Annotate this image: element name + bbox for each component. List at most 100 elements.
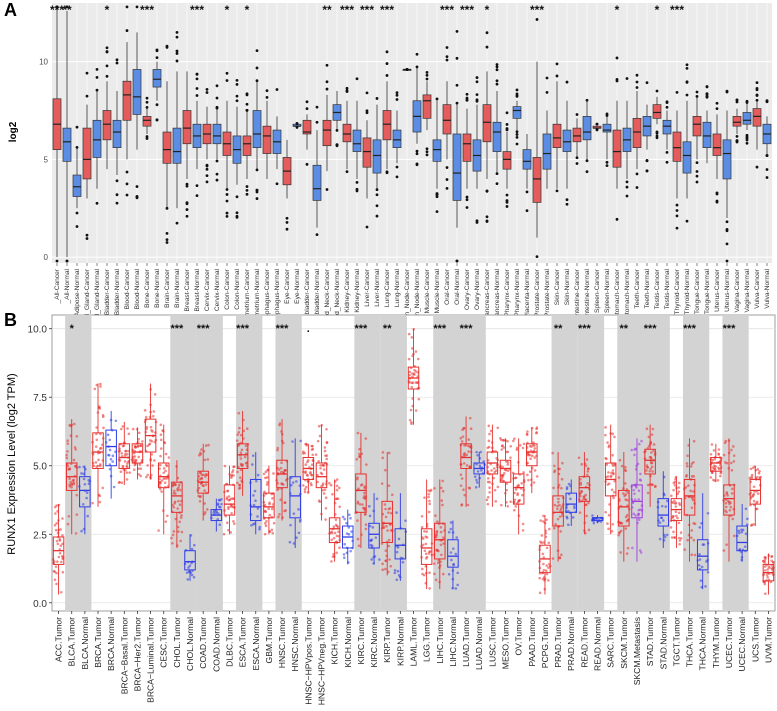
point-b bbox=[159, 454, 162, 458]
point-b bbox=[385, 524, 388, 528]
xtick-label-a: Prostate-Cancer bbox=[534, 268, 541, 317]
point-b bbox=[278, 422, 282, 425]
box-a bbox=[502, 151, 512, 170]
point-b bbox=[319, 466, 322, 470]
point-b bbox=[645, 427, 649, 431]
significance-a: * bbox=[225, 3, 230, 17]
point-b bbox=[436, 549, 439, 552]
outlier-a bbox=[275, 182, 279, 186]
point-b bbox=[108, 448, 112, 452]
point-b bbox=[216, 502, 220, 505]
point-b bbox=[393, 568, 397, 572]
point-b bbox=[421, 567, 424, 571]
point-b bbox=[502, 438, 505, 442]
box-b bbox=[657, 498, 670, 527]
point-b bbox=[473, 475, 477, 478]
point-b bbox=[335, 488, 339, 492]
outlier-a bbox=[455, 30, 459, 33]
point-b bbox=[203, 489, 206, 492]
point-b bbox=[203, 502, 206, 505]
xtick-label-a: Lymph_Node-Cancer bbox=[404, 268, 411, 331]
point-b bbox=[755, 507, 759, 511]
point-b bbox=[756, 467, 760, 471]
point-b bbox=[95, 438, 99, 442]
point-b bbox=[200, 473, 204, 477]
point-b bbox=[565, 516, 569, 520]
point-b bbox=[672, 488, 675, 492]
box-b bbox=[368, 522, 380, 549]
point-b bbox=[160, 490, 163, 493]
point-b bbox=[304, 463, 308, 466]
outlier-a bbox=[195, 94, 199, 97]
point-b bbox=[158, 481, 162, 484]
point-b bbox=[449, 527, 453, 531]
point-b bbox=[622, 492, 625, 495]
point-b bbox=[56, 542, 60, 546]
point-b bbox=[179, 539, 182, 543]
point-b bbox=[756, 475, 759, 479]
point-b bbox=[217, 512, 220, 515]
point-b bbox=[206, 458, 210, 461]
point-b bbox=[500, 503, 503, 507]
outlier-a bbox=[395, 93, 399, 97]
point-b bbox=[493, 488, 497, 492]
point-b bbox=[579, 477, 582, 481]
outlier-a bbox=[535, 255, 539, 259]
outlier-a bbox=[695, 90, 699, 94]
xtick-label-b: KICH.Normal bbox=[343, 617, 353, 668]
point-b bbox=[141, 440, 144, 443]
xtick-label-a: Eye-Cancer bbox=[284, 268, 291, 304]
point-b bbox=[72, 458, 76, 462]
outlier-a bbox=[125, 182, 129, 186]
outlier-a bbox=[75, 225, 79, 228]
point-b bbox=[488, 432, 491, 436]
point-b bbox=[283, 501, 287, 505]
point-b bbox=[159, 423, 163, 427]
significance-b: ** bbox=[554, 323, 563, 335]
point-b bbox=[321, 488, 325, 492]
point-b bbox=[675, 514, 678, 518]
point-b bbox=[447, 530, 451, 534]
xtick-label-b: CHOL.Normal bbox=[185, 617, 195, 671]
point-b bbox=[548, 527, 551, 531]
point-b bbox=[91, 501, 94, 505]
outlier-a bbox=[405, 68, 409, 71]
outlier-a bbox=[755, 98, 759, 102]
point-b bbox=[278, 512, 281, 516]
point-b bbox=[506, 463, 510, 466]
point-b bbox=[171, 533, 175, 537]
xtick-label-a: Kidney-Normal bbox=[354, 268, 361, 312]
point-b bbox=[689, 489, 692, 493]
panel-b-ylabel: RUNX1 Expression Level (log2 TPM) bbox=[6, 373, 18, 554]
box-a bbox=[572, 127, 582, 143]
point-b bbox=[256, 515, 259, 518]
point-b bbox=[427, 552, 431, 555]
point-b bbox=[725, 491, 729, 494]
point-b bbox=[160, 479, 164, 482]
outlier-a bbox=[565, 198, 569, 202]
point-b bbox=[318, 434, 322, 438]
point-b bbox=[164, 452, 168, 456]
outlier-a bbox=[315, 105, 319, 109]
point-b bbox=[207, 443, 210, 447]
outlier-a bbox=[635, 86, 639, 89]
point-b bbox=[414, 409, 418, 412]
outlier-a bbox=[615, 56, 619, 60]
significance-b: *** bbox=[170, 323, 184, 335]
xtick-label-a: Endometrium-Cancer bbox=[244, 268, 251, 331]
point-b bbox=[166, 514, 169, 518]
point-b bbox=[763, 580, 766, 584]
point-b bbox=[322, 468, 326, 471]
point-b bbox=[240, 448, 244, 452]
xtick-label-a: Placenta-Normal bbox=[524, 268, 531, 318]
outlier-a bbox=[745, 101, 749, 104]
point-b bbox=[633, 492, 636, 496]
point-b bbox=[515, 446, 519, 450]
point-b bbox=[297, 508, 300, 511]
significance-a: *** bbox=[340, 3, 354, 17]
point-b bbox=[404, 519, 407, 522]
outlier-a bbox=[255, 168, 259, 172]
point-b bbox=[121, 425, 125, 428]
significance-a: * bbox=[245, 3, 250, 17]
point-b bbox=[59, 590, 63, 594]
